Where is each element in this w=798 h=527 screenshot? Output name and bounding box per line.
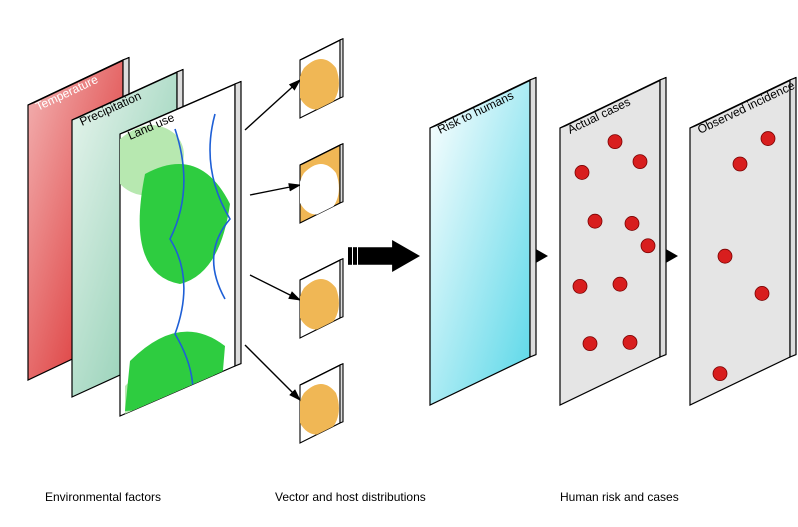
vector-layer — [299, 39, 343, 118]
block-arrow-icon — [348, 240, 420, 272]
layer-actual-cases: Actual cases — [560, 78, 666, 405]
caption-risk: Human risk and cases — [560, 490, 679, 504]
thin-arrow-icon — [245, 80, 300, 130]
caption-vector: Vector and host distributions — [275, 490, 426, 504]
vector-layer — [299, 364, 343, 443]
vector-layer — [299, 259, 343, 338]
thin-arrow-icon — [250, 275, 300, 300]
layer-land-use: Land use — [120, 82, 241, 429]
layer-observed-incidence: Observed incidence — [690, 78, 797, 405]
thin-arrow-icon — [245, 345, 300, 400]
layer-risk-to-humans: Risk to humans — [430, 78, 536, 405]
caption-env: Environmental factors — [45, 490, 161, 504]
thin-arrow-icon — [250, 185, 300, 195]
diagram-stage: TemperaturePrecipitationLand useRisk to … — [0, 0, 798, 527]
vector-layer — [299, 144, 343, 223]
